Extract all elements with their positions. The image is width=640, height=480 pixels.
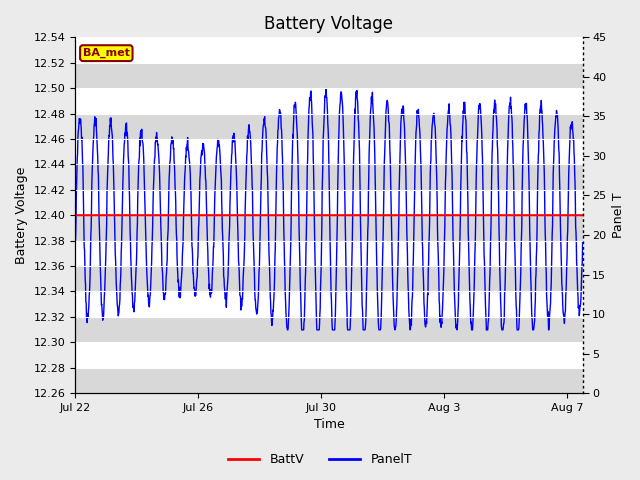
Y-axis label: Battery Voltage: Battery Voltage [15, 167, 28, 264]
Text: BA_met: BA_met [83, 48, 130, 58]
Bar [76, 63, 582, 88]
Bar [76, 368, 582, 393]
Bar [76, 114, 582, 139]
Y-axis label: Panel T: Panel T [612, 192, 625, 238]
Legend: BattV, PanelT: BattV, PanelT [223, 448, 417, 471]
Bar [76, 266, 582, 291]
Bar [76, 37, 582, 63]
Bar [76, 291, 582, 317]
Title: Battery Voltage: Battery Voltage [264, 15, 394, 33]
Bar [76, 139, 582, 165]
X-axis label: Time: Time [314, 419, 344, 432]
Bar [76, 165, 582, 190]
Bar [76, 342, 582, 368]
Bar [76, 240, 582, 266]
Bar [76, 317, 582, 342]
Bar [76, 215, 582, 240]
Bar [76, 88, 582, 114]
Bar [76, 190, 582, 215]
